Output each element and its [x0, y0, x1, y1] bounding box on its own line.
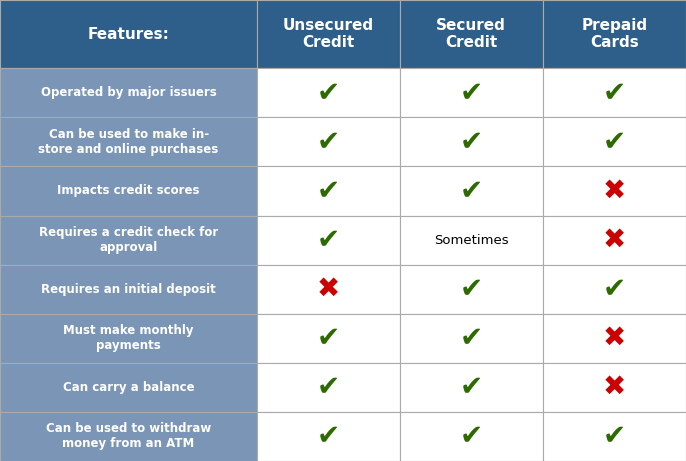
FancyBboxPatch shape — [400, 265, 543, 313]
FancyBboxPatch shape — [0, 0, 257, 68]
FancyBboxPatch shape — [0, 412, 257, 461]
Text: Can be used to withdraw
money from an ATM: Can be used to withdraw money from an AT… — [46, 422, 211, 450]
Text: ✔: ✔ — [603, 422, 626, 450]
Text: Operated by major issuers: Operated by major issuers — [40, 86, 217, 99]
FancyBboxPatch shape — [257, 313, 400, 363]
FancyBboxPatch shape — [257, 68, 400, 118]
FancyBboxPatch shape — [257, 363, 400, 412]
FancyBboxPatch shape — [257, 118, 400, 166]
FancyBboxPatch shape — [0, 118, 257, 166]
FancyBboxPatch shape — [543, 118, 686, 166]
FancyBboxPatch shape — [257, 216, 400, 265]
Text: ✔: ✔ — [317, 128, 340, 156]
FancyBboxPatch shape — [543, 412, 686, 461]
FancyBboxPatch shape — [543, 0, 686, 68]
Text: ✔: ✔ — [603, 128, 626, 156]
Text: Features:: Features: — [88, 27, 169, 41]
FancyBboxPatch shape — [400, 363, 543, 412]
Text: Requires an initial deposit: Requires an initial deposit — [41, 283, 216, 296]
Text: ✔: ✔ — [603, 275, 626, 303]
FancyBboxPatch shape — [543, 166, 686, 216]
Text: ✔: ✔ — [317, 177, 340, 205]
Text: ✔: ✔ — [317, 422, 340, 450]
Text: ✔: ✔ — [317, 226, 340, 254]
Text: ✖: ✖ — [603, 324, 626, 352]
Text: Sometimes: Sometimes — [434, 234, 508, 247]
Text: ✔: ✔ — [460, 324, 483, 352]
FancyBboxPatch shape — [400, 0, 543, 68]
Text: Can carry a balance: Can carry a balance — [63, 381, 194, 394]
FancyBboxPatch shape — [257, 0, 400, 68]
FancyBboxPatch shape — [543, 313, 686, 363]
Text: ✔: ✔ — [460, 422, 483, 450]
Text: Secured
Credit: Secured Credit — [436, 18, 506, 50]
Text: Prepaid
Cards: Prepaid Cards — [581, 18, 648, 50]
FancyBboxPatch shape — [400, 118, 543, 166]
Text: ✖: ✖ — [317, 275, 340, 303]
FancyBboxPatch shape — [257, 265, 400, 313]
Text: ✖: ✖ — [603, 177, 626, 205]
FancyBboxPatch shape — [543, 363, 686, 412]
Text: ✔: ✔ — [460, 275, 483, 303]
Text: Requires a credit check for
approval: Requires a credit check for approval — [39, 226, 218, 254]
Text: Can be used to make in-
store and online purchases: Can be used to make in- store and online… — [38, 128, 219, 156]
FancyBboxPatch shape — [0, 216, 257, 265]
Text: Impacts credit scores: Impacts credit scores — [58, 184, 200, 197]
Text: ✔: ✔ — [317, 324, 340, 352]
FancyBboxPatch shape — [543, 265, 686, 313]
Text: ✔: ✔ — [460, 177, 483, 205]
Text: Unsecured
Credit: Unsecured Credit — [283, 18, 374, 50]
FancyBboxPatch shape — [0, 68, 257, 118]
FancyBboxPatch shape — [400, 216, 543, 265]
FancyBboxPatch shape — [543, 68, 686, 118]
Text: ✔: ✔ — [317, 373, 340, 402]
FancyBboxPatch shape — [0, 166, 257, 216]
Text: ✖: ✖ — [603, 226, 626, 254]
FancyBboxPatch shape — [0, 313, 257, 363]
Text: ✔: ✔ — [460, 373, 483, 402]
FancyBboxPatch shape — [0, 363, 257, 412]
FancyBboxPatch shape — [257, 412, 400, 461]
FancyBboxPatch shape — [257, 166, 400, 216]
FancyBboxPatch shape — [0, 265, 257, 313]
Text: ✔: ✔ — [460, 79, 483, 107]
FancyBboxPatch shape — [400, 166, 543, 216]
FancyBboxPatch shape — [400, 412, 543, 461]
Text: ✔: ✔ — [460, 128, 483, 156]
FancyBboxPatch shape — [400, 68, 543, 118]
Text: ✔: ✔ — [603, 79, 626, 107]
Text: ✖: ✖ — [603, 373, 626, 402]
FancyBboxPatch shape — [400, 313, 543, 363]
Text: Must make monthly
payments: Must make monthly payments — [63, 324, 194, 352]
Text: ✔: ✔ — [317, 79, 340, 107]
FancyBboxPatch shape — [543, 216, 686, 265]
